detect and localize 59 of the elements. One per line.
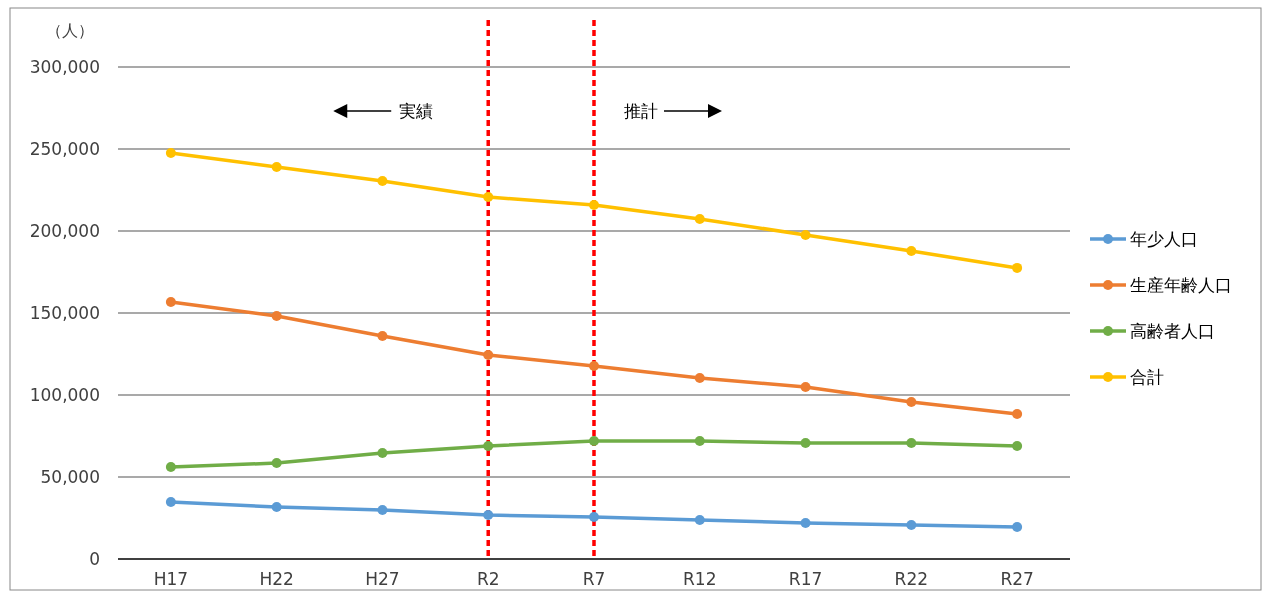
point	[1012, 262, 1023, 273]
point	[377, 504, 388, 515]
point	[165, 462, 176, 472]
legend-label: 生産年齢人口	[1130, 275, 1232, 295]
point	[694, 372, 705, 383]
annotation: 実績	[399, 101, 434, 121]
point	[165, 297, 176, 308]
x-tick-label: H27	[365, 569, 400, 589]
point	[800, 381, 811, 392]
point	[271, 310, 282, 321]
y-tick-label: 100,000	[29, 385, 100, 405]
point	[377, 175, 388, 186]
x-tick-label: H17	[153, 569, 189, 589]
point	[694, 514, 705, 525]
point	[694, 214, 705, 225]
point	[271, 458, 282, 469]
point	[589, 512, 599, 523]
point	[906, 397, 917, 408]
point	[906, 246, 917, 257]
x-tick-label: R27	[1000, 569, 1034, 589]
point	[1012, 409, 1023, 420]
point	[1012, 522, 1023, 533]
point	[483, 510, 494, 521]
y-tick-label: 300,000	[29, 57, 100, 77]
point	[906, 520, 917, 531]
y-axis-title: （人）	[46, 21, 94, 40]
point	[906, 438, 917, 449]
point	[800, 438, 811, 449]
x-tick-label: R22	[894, 569, 929, 589]
x-tick-label: R7	[582, 569, 606, 589]
point	[800, 517, 811, 528]
point	[1012, 441, 1023, 451]
x-tick-label: R12	[683, 569, 717, 589]
y-tick-label: 250,000	[29, 139, 100, 159]
legend-label: 年少人口	[1130, 229, 1198, 249]
y-tick-label: 200,000	[29, 221, 100, 241]
point	[694, 435, 705, 446]
legend-label: 合計	[1130, 367, 1164, 387]
point	[800, 229, 811, 240]
legend-label: 高齢者人口	[1130, 321, 1215, 341]
point	[377, 330, 388, 341]
y-tick-label: 0	[89, 549, 100, 569]
point	[589, 360, 599, 371]
x-tick-label: R17	[788, 569, 823, 589]
point	[483, 349, 494, 360]
point	[165, 496, 176, 507]
point	[271, 502, 282, 513]
point	[377, 448, 388, 459]
point	[589, 435, 599, 446]
y-tick-label: 150,000	[29, 303, 100, 323]
annotation: 推計	[624, 101, 658, 121]
point	[589, 199, 599, 210]
y-tick-label: 50,000	[40, 467, 100, 487]
point	[483, 192, 494, 203]
point	[483, 441, 494, 451]
x-tick-label: R2	[476, 569, 500, 589]
x-tick-label: H22	[259, 569, 294, 589]
point	[165, 147, 176, 158]
point	[271, 162, 282, 173]
